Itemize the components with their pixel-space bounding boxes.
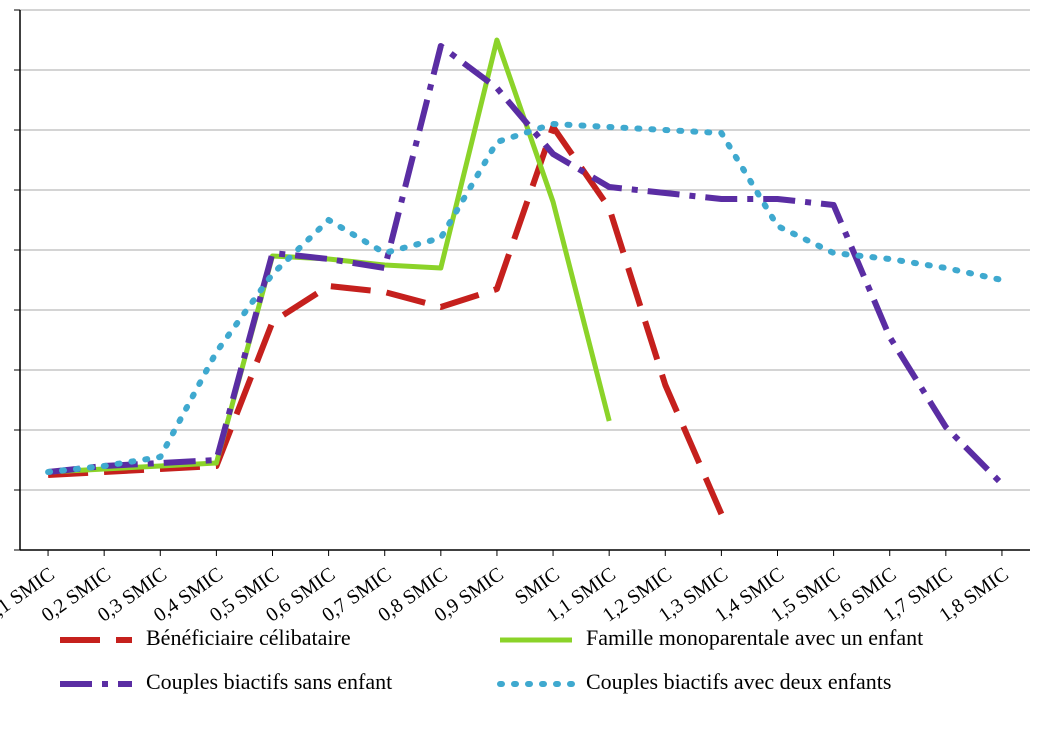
legend-label-beneficiaire: Bénéficiaire célibataire xyxy=(146,625,351,650)
chart-svg: 0,1 SMIC0,2 SMIC0,3 SMIC0,4 SMIC0,5 SMIC… xyxy=(0,0,1040,740)
legend-label-biactifs_sans: Couples biactifs sans enfant xyxy=(146,669,392,694)
legend-label-biactifs_deux: Couples biactifs avec deux enfants xyxy=(586,669,891,694)
legend-label-monoparentale: Famille monoparentale avec un enfant xyxy=(586,625,923,650)
line-chart: 0,1 SMIC0,2 SMIC0,3 SMIC0,4 SMIC0,5 SMIC… xyxy=(0,0,1040,740)
